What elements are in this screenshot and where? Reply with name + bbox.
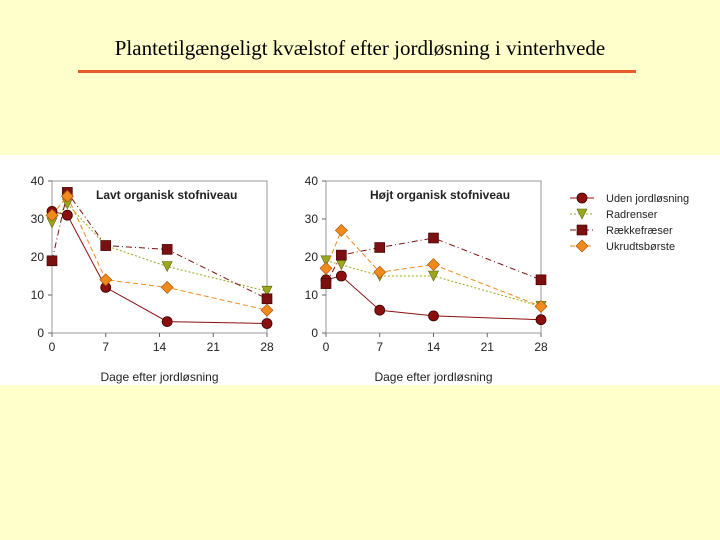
data-point [320,278,332,289]
data-point [335,259,347,271]
data-point [374,304,386,316]
x-tick-label: 21 [207,340,221,354]
data-point [261,318,273,329]
data-point [261,285,273,297]
data-point [160,280,174,294]
legend-label: Rækkefræser [606,225,673,237]
data-point [428,232,439,244]
y-tick-label: 10 [305,288,319,302]
data-point [535,314,547,326]
y-tick-label: 0 [37,326,44,340]
data-point [336,249,347,261]
x-axis-title: Dage efter jordløsning [374,370,492,384]
data-point [46,255,58,267]
data-point [373,265,387,279]
legend-marker [576,192,588,204]
x-tick-label: 0 [323,340,330,354]
data-point [45,208,59,222]
legend-marker [575,239,589,253]
plot-frame [325,180,542,334]
y-tick-label: 0 [311,326,318,340]
panel-title: Højt organisk stofniveau [370,188,510,202]
plot-frame [51,180,268,334]
x-axis-title: Dage efter jordløsning [100,370,218,384]
data-point [427,258,440,272]
data-point [534,299,548,313]
series-line [51,210,268,324]
data-point [535,274,547,286]
data-point [319,261,333,275]
y-tick-label: 40 [31,174,45,188]
legend: Uden jordløsning Radrenser Rækkefræser Ukru… [570,192,689,253]
data-point [161,316,173,328]
data-point [334,223,348,237]
y-tick-label: 30 [31,212,45,226]
x-tick-label: 28 [260,340,274,354]
data-point [99,273,113,287]
data-point [428,310,439,322]
data-point [374,242,386,253]
chart-panel-2: 0 10 20 30 40 0 7 14 21 28 Højt organisk stofnivea… [305,174,548,384]
data-point [161,261,173,273]
x-tick-label: 0 [49,340,56,354]
data-point [428,270,439,282]
panel-title: Lavt organisk stofniveau [96,188,237,202]
data-point [261,293,273,305]
y-tick-label: 20 [305,250,319,264]
data-point [161,244,173,255]
series-line [51,195,268,311]
title-underline [78,70,636,73]
y-tick-label: 40 [305,174,319,188]
legend-label: Radrenser [606,209,658,221]
chart-svg: 0 10 20 30 40 0 7 14 21 28 Lavt organisk stofnivea… [31,174,690,384]
y-tick-label: 30 [305,212,319,226]
series-line [51,191,268,300]
legend-label: Uden jordløsning [606,193,689,205]
data-point [335,270,347,282]
data-point [61,209,73,221]
legend-marker [576,208,588,220]
x-tick-label: 28 [534,340,548,354]
slide-title: Plantetilgængeligt kvælstof efter jordlø… [114,36,606,60]
y-tick-label: 10 [31,288,45,302]
data-point [320,255,332,267]
x-tick-label: 7 [102,340,109,354]
x-tick-label: 14 [153,340,167,354]
y-tick-label: 20 [31,250,45,264]
legend-label: Ukrudtsbørste [606,241,675,253]
x-tick-label: 14 [427,340,441,354]
legend-marker [576,224,588,236]
x-tick-label: 21 [481,340,495,354]
data-point [60,189,74,203]
chart-panel-1: 0 10 20 30 40 0 7 14 21 28 Lavt organisk stofnivea… [31,174,274,384]
data-point [100,240,112,251]
x-tick-label: 7 [376,340,383,354]
chart-panel: 0 10 20 30 40 0 7 14 21 28 Lavt organisk stofnivea… [0,155,720,385]
data-point [260,303,274,317]
